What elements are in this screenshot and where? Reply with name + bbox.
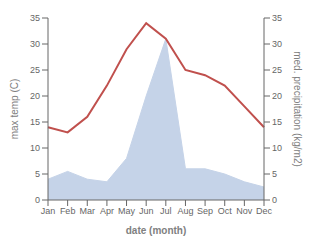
svg-text:35: 35 [30, 13, 40, 23]
svg-text:15: 15 [30, 117, 40, 127]
svg-text:5: 5 [272, 169, 277, 179]
svg-text:30: 30 [272, 39, 282, 49]
svg-text:date (month): date (month) [126, 225, 187, 236]
svg-text:0: 0 [272, 195, 277, 205]
svg-text:Mar: Mar [80, 206, 96, 216]
svg-text:Jan: Jan [41, 206, 56, 216]
svg-text:30: 30 [30, 39, 40, 49]
svg-text:20: 20 [30, 91, 40, 101]
svg-text:25: 25 [272, 65, 282, 75]
svg-text:15: 15 [272, 117, 282, 127]
svg-text:Dec: Dec [256, 206, 273, 216]
svg-text:10: 10 [272, 143, 282, 153]
svg-text:Jun: Jun [139, 206, 154, 216]
svg-text:med. precipitation (kg/m2): med. precipitation (kg/m2) [292, 51, 303, 167]
svg-text:35: 35 [272, 13, 282, 23]
svg-text:max temp (C): max temp (C) [9, 79, 20, 140]
svg-text:5: 5 [35, 169, 40, 179]
svg-text:25: 25 [30, 65, 40, 75]
svg-text:Nov: Nov [236, 206, 253, 216]
svg-text:Aug: Aug [177, 206, 193, 216]
svg-text:Sep: Sep [197, 206, 213, 216]
svg-text:Feb: Feb [60, 206, 76, 216]
svg-text:Apr: Apr [100, 206, 114, 216]
svg-text:0: 0 [35, 195, 40, 205]
svg-text:Jul: Jul [160, 206, 172, 216]
svg-text:Oct: Oct [218, 206, 233, 216]
svg-text:20: 20 [272, 91, 282, 101]
svg-text:May: May [118, 206, 136, 216]
svg-text:10: 10 [30, 143, 40, 153]
